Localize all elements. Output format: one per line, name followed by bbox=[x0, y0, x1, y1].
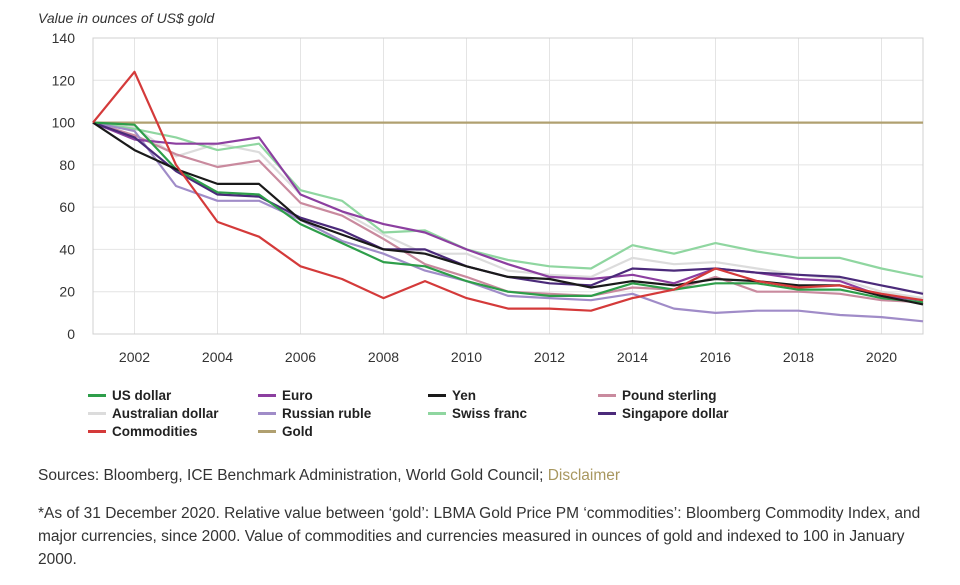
series-line-yen bbox=[92, 121, 924, 306]
disclaimer-link[interactable]: Disclaimer bbox=[547, 467, 621, 484]
x-tick-label: 2014 bbox=[617, 349, 648, 365]
x-tick-label: 2018 bbox=[783, 349, 814, 365]
x-tick-label: 2002 bbox=[119, 349, 150, 365]
legend-swatch bbox=[598, 411, 616, 415]
legend-swatch bbox=[88, 393, 106, 397]
x-tick-label: 2012 bbox=[534, 349, 565, 365]
series-line-australian-dollar bbox=[92, 121, 924, 300]
y-tick-label: 40 bbox=[59, 241, 75, 257]
legend-item-euro: Euro bbox=[258, 386, 313, 404]
x-tick-label: 2010 bbox=[451, 349, 482, 365]
legend-label: Russian ruble bbox=[282, 405, 372, 421]
legend-item-us-dollar: US dollar bbox=[88, 386, 171, 404]
x-tick-label: 2008 bbox=[368, 349, 399, 365]
legend-item-gold: Gold bbox=[258, 422, 313, 440]
footnote: *As of 31 December 2020. Relative value … bbox=[38, 505, 921, 568]
y-tick-label: 60 bbox=[59, 199, 75, 215]
legend-item-singapore-dollar: Singapore dollar bbox=[598, 404, 729, 422]
legend-swatch bbox=[258, 429, 276, 433]
legend-swatch bbox=[598, 393, 616, 397]
legend-label: Yen bbox=[452, 387, 477, 403]
legend-label: US dollar bbox=[112, 387, 172, 403]
y-axis-title: Value in ounces of US$ gold bbox=[38, 10, 215, 26]
x-tick-label: 2006 bbox=[285, 349, 316, 365]
legend-item-pound-sterling: Pound sterling bbox=[598, 386, 717, 404]
legend-label: Australian dollar bbox=[112, 405, 219, 421]
legend-label: Singapore dollar bbox=[622, 405, 729, 421]
y-tick-label: 100 bbox=[52, 115, 76, 131]
legend-swatch bbox=[258, 393, 276, 397]
series-lines bbox=[92, 70, 924, 323]
series-line-commodities bbox=[92, 70, 924, 312]
legend-label: Pound sterling bbox=[622, 387, 717, 403]
series-line-russian-ruble bbox=[92, 121, 924, 323]
x-tick-labels: 2002 2004 2006 2008 2010 2012 2014 2016 2018 2020 bbox=[119, 349, 897, 365]
y-tick-label: 0 bbox=[67, 326, 75, 342]
x-tick-label: 2004 bbox=[202, 349, 233, 365]
y-tick-labels: 0 20 40 60 80 100 120 140 bbox=[52, 30, 76, 342]
y-tick-label: 120 bbox=[52, 72, 76, 88]
legend-item-swiss-franc: Swiss franc bbox=[428, 404, 527, 422]
sources-text: Sources: Bloomberg, ICE Benchmark Admini… bbox=[38, 467, 548, 484]
legend-swatch bbox=[88, 411, 106, 415]
sources-line: Sources: Bloomberg, ICE Benchmark Admini… bbox=[38, 467, 620, 485]
y-tick-label: 20 bbox=[59, 284, 75, 300]
legend-label: Commodities bbox=[112, 423, 198, 439]
legend-label: Swiss franc bbox=[452, 405, 528, 421]
legend-label: Gold bbox=[282, 423, 313, 439]
legend-label: Euro bbox=[282, 387, 313, 403]
legend-item-russian-ruble: Russian ruble bbox=[258, 404, 371, 422]
legend-swatch bbox=[428, 393, 446, 397]
line-chart: Value in ounces of US$ gold 0 20 40 60 80 100… bbox=[38, 10, 924, 365]
y-tick-label: 140 bbox=[52, 30, 76, 46]
legend-item-yen: Yen bbox=[428, 386, 476, 404]
y-tick-label: 80 bbox=[59, 157, 75, 173]
legend-swatch bbox=[258, 411, 276, 415]
legend: US dollar Euro Yen Pound sterling Australian… bbox=[88, 386, 888, 442]
legend-swatch bbox=[428, 411, 446, 415]
x-tick-label: 2020 bbox=[866, 349, 897, 365]
x-tick-label: 2016 bbox=[700, 349, 731, 365]
series-line-swiss-franc bbox=[92, 121, 924, 278]
series-line-euro bbox=[92, 121, 924, 302]
plot-frame bbox=[92, 37, 924, 335]
legend-item-australian-dollar: Australian dollar bbox=[88, 404, 219, 422]
legend-swatch bbox=[88, 429, 106, 433]
legend-item-commodities: Commodities bbox=[88, 422, 198, 440]
series-line-us-dollar bbox=[92, 121, 924, 304]
